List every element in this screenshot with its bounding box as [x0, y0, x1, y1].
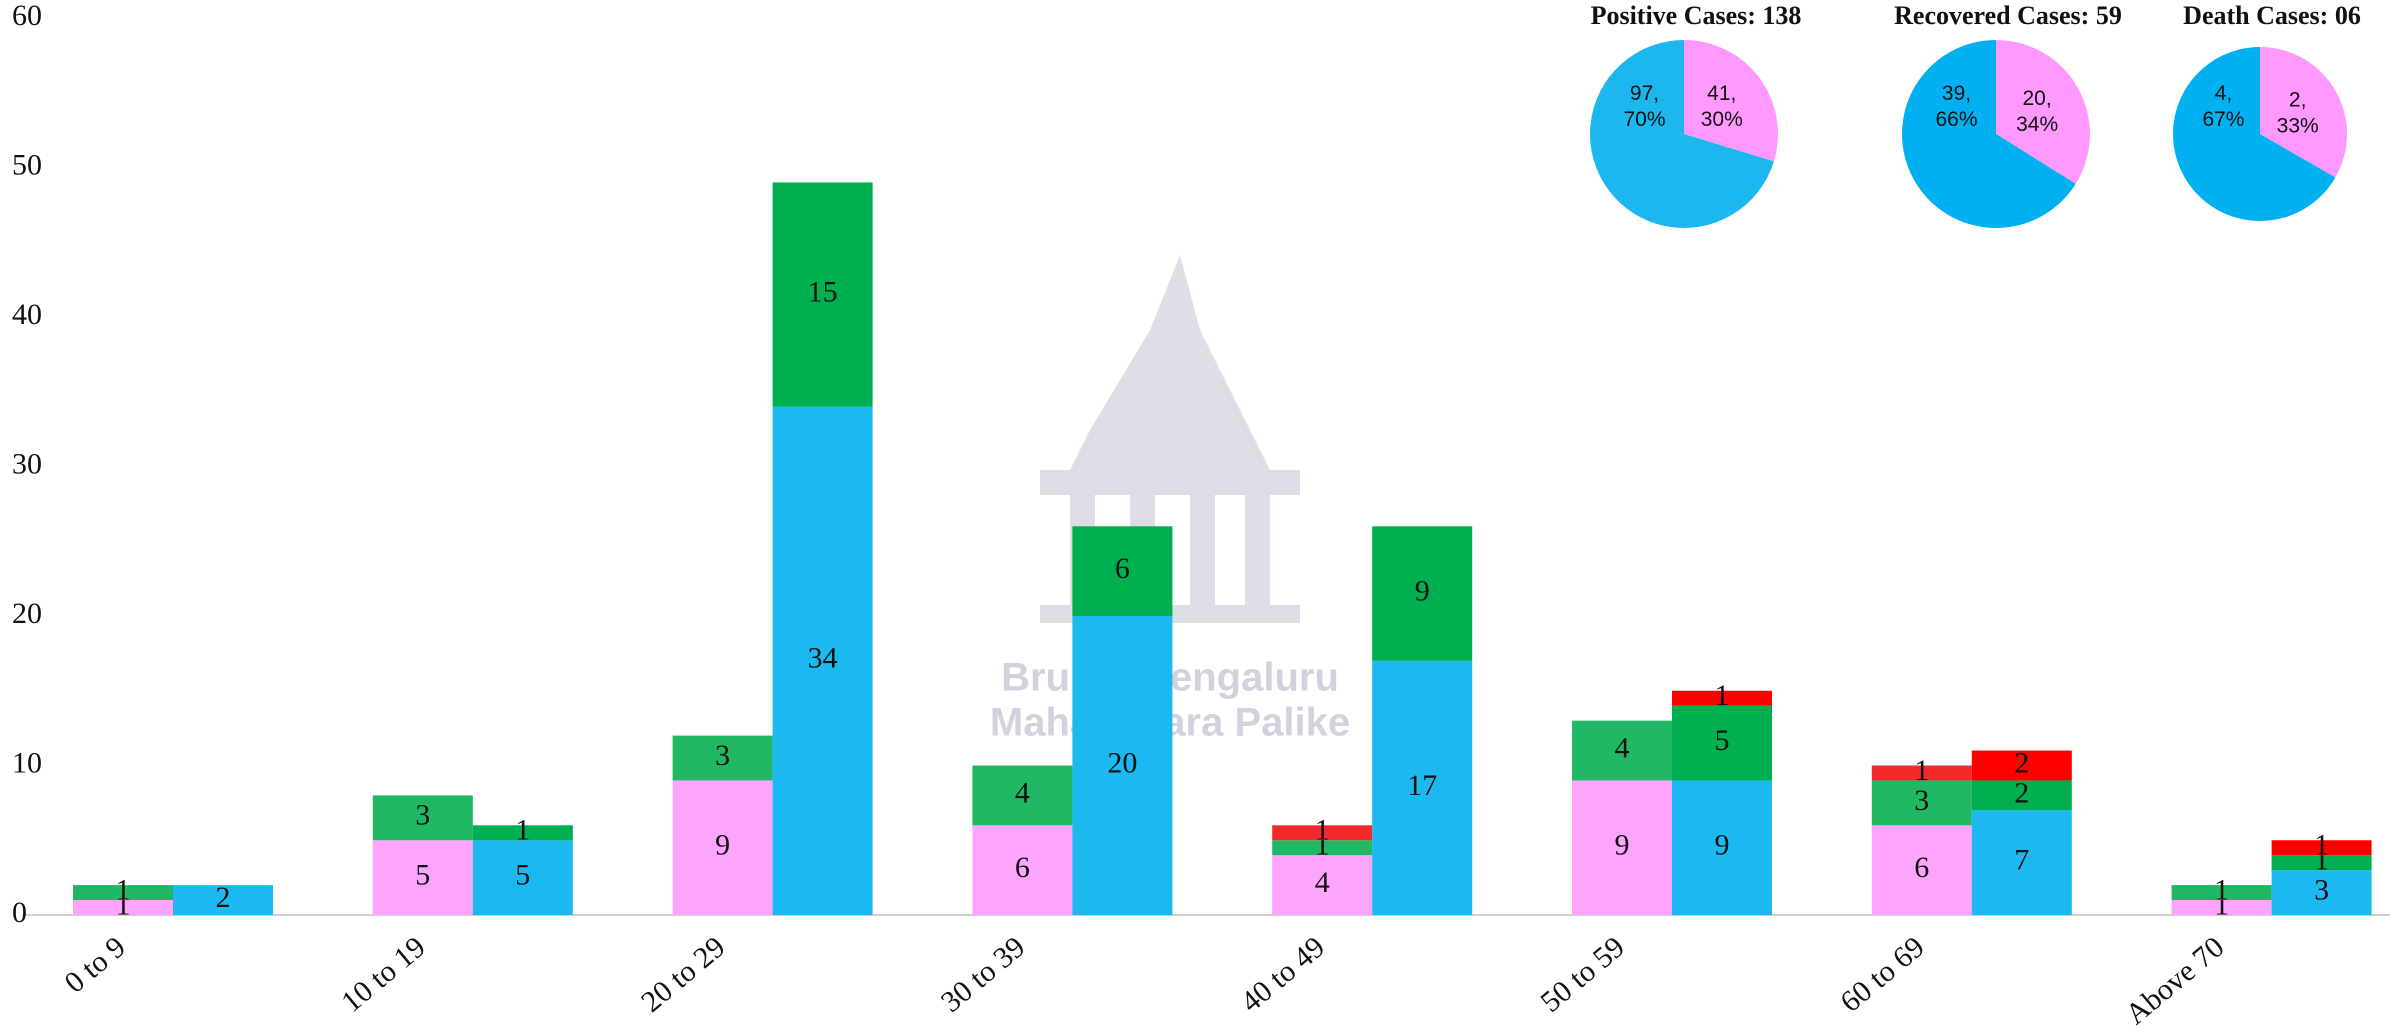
pie-label-line: 70% — [1624, 108, 1666, 131]
data-label: 3 — [2314, 873, 2329, 906]
data-label: 3 — [715, 739, 730, 772]
x-tick-label: Above 70 — [2119, 930, 2230, 1031]
data-label: 9 — [1615, 829, 1630, 862]
x-tick-label: 40 to 49 — [1235, 930, 1332, 1018]
data-label: 4 — [1015, 776, 1030, 809]
data-label: 9 — [715, 829, 730, 862]
pie-label-line: 2, — [2289, 88, 2307, 111]
data-label: 15 — [808, 275, 838, 308]
data-label: 3 — [1914, 784, 1929, 817]
pie-label-line: 33% — [2277, 114, 2319, 137]
x-tick-label: 30 to 39 — [935, 930, 1032, 1018]
pie-label-line: 39, — [1942, 82, 1971, 105]
data-label: 6 — [1115, 552, 1130, 585]
y-tick-label: 60 — [12, 0, 42, 32]
y-tick-label: 40 — [12, 298, 42, 331]
data-label: 4 — [1615, 731, 1630, 764]
data-label: 4 — [1315, 866, 1330, 899]
data-label: 5 — [415, 859, 430, 892]
data-label: 2 — [2014, 746, 2029, 779]
pie-label-line: 66% — [1936, 108, 1978, 131]
data-label: 5 — [1715, 724, 1730, 757]
y-tick-label: 50 — [12, 148, 42, 181]
y-tick-label: 20 — [12, 597, 42, 630]
pie-label-line: 67% — [2202, 108, 2244, 131]
data-label: 1 — [1715, 679, 1730, 712]
x-tick-label: 10 to 19 — [335, 930, 432, 1018]
y-tick-label: 10 — [12, 746, 42, 779]
data-label: 1 — [2314, 829, 2329, 862]
pie-title: Death Cases: 06 — [2183, 1, 2361, 30]
pie-title: Recovered Cases: 59 — [1894, 1, 2122, 30]
data-label: 1 — [2214, 873, 2229, 906]
chart: Bruhat BengaluruMahanagara Palike0102030… — [0, 0, 2390, 1035]
data-label: 17 — [1407, 769, 1437, 802]
pie-label-line: 34% — [2016, 113, 2058, 136]
pie-label-line: 20, — [2023, 87, 2052, 110]
data-label: 1 — [515, 814, 530, 847]
data-label: 6 — [1914, 851, 1929, 884]
pie-label-line: 30% — [1701, 108, 1743, 131]
x-tick-label: 0 to 9 — [58, 930, 132, 999]
data-label: 2 — [2014, 776, 2029, 809]
x-tick-label: 50 to 59 — [1534, 930, 1631, 1018]
data-label: 7 — [2014, 844, 2029, 877]
data-label: 20 — [1107, 746, 1137, 779]
pie-label-line: 97, — [1630, 82, 1659, 105]
data-label: 1 — [1315, 814, 1330, 847]
data-label: 34 — [808, 642, 838, 675]
data-label: 9 — [1415, 574, 1430, 607]
x-tick-label: 60 to 69 — [1834, 930, 1931, 1018]
data-label: 1 — [116, 873, 131, 906]
y-tick-label: 30 — [12, 447, 42, 480]
y-tick-label: 0 — [12, 896, 27, 929]
data-label: 3 — [415, 799, 430, 832]
pie-label-line: 41, — [1707, 82, 1736, 105]
data-label: 1 — [1914, 754, 1929, 787]
pie-title: Positive Cases: 138 — [1591, 1, 1802, 30]
pie-label-line: 4, — [2215, 82, 2233, 105]
data-label: 9 — [1715, 829, 1730, 862]
x-tick-label: 20 to 29 — [635, 930, 732, 1018]
data-label: 5 — [515, 859, 530, 892]
data-label: 6 — [1015, 851, 1030, 884]
data-label: 2 — [216, 881, 231, 914]
